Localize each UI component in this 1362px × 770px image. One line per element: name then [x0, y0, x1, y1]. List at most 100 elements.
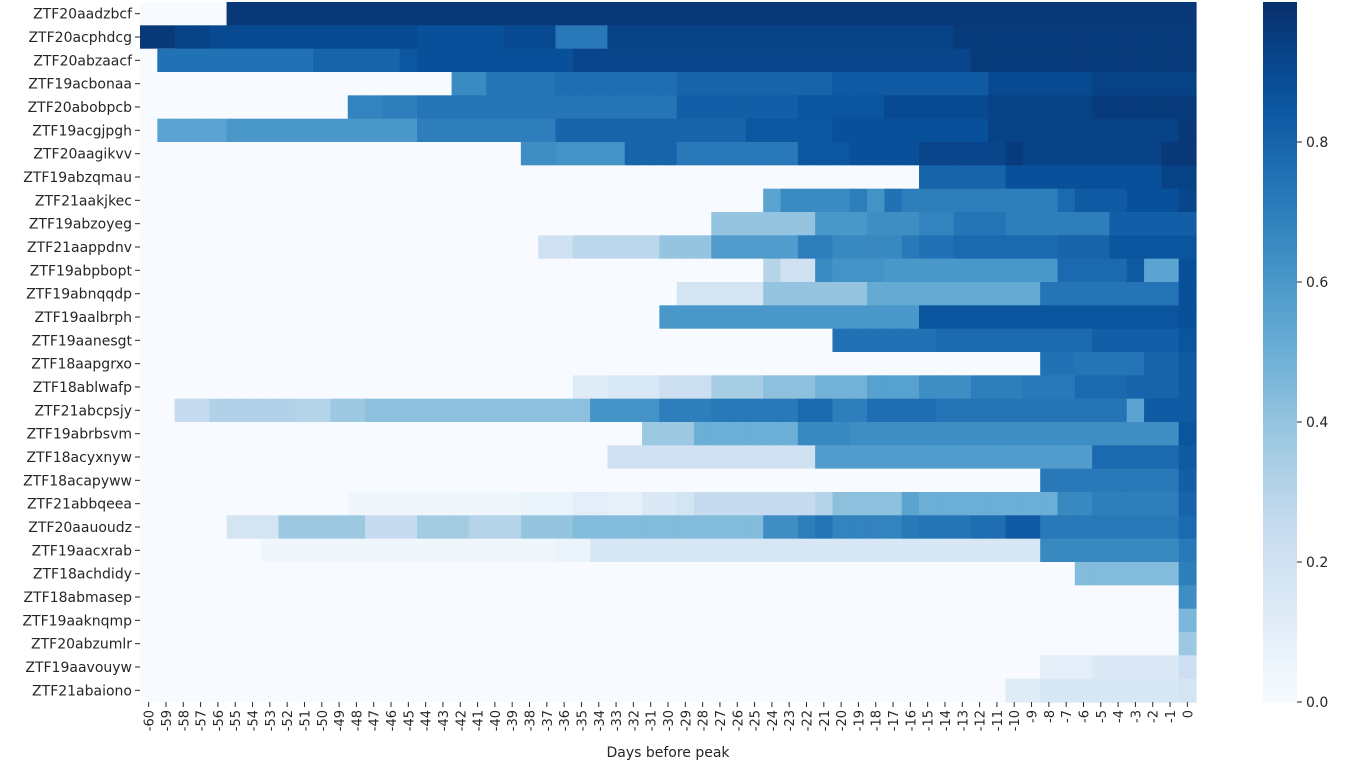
heatmap-cell — [797, 282, 816, 306]
heatmap-cell — [330, 562, 349, 586]
heatmap-cell — [988, 678, 1007, 703]
heatmap-cell — [313, 515, 332, 540]
heatmap-cell — [590, 282, 609, 306]
heatmap-cell — [278, 422, 297, 446]
heatmap-cell — [451, 25, 470, 50]
heatmap-cell — [659, 165, 678, 190]
heatmap-cell — [1144, 188, 1162, 213]
heatmap-cell — [399, 25, 418, 50]
heatmap-cell — [970, 258, 989, 283]
heatmap-cell — [970, 468, 989, 493]
heatmap-cell — [745, 328, 764, 353]
heatmap-cell — [624, 72, 643, 96]
heatmap-cell — [572, 212, 591, 236]
x-tick-label: -56 — [212, 710, 227, 731]
heatmap-cell — [728, 445, 747, 470]
heatmap-cell — [676, 655, 695, 680]
heatmap-cell — [624, 142, 643, 166]
heatmap-cell — [295, 235, 314, 260]
x-tick-label: -52 — [281, 710, 296, 731]
heatmap-cell — [503, 258, 522, 283]
heatmap-cell — [867, 328, 885, 353]
heatmap-cell — [434, 25, 453, 50]
heatmap-cell — [226, 375, 245, 400]
heatmap-cell — [763, 445, 782, 470]
heatmap-cell — [140, 655, 158, 680]
heatmap-cell — [1144, 422, 1162, 446]
heatmap-cell — [988, 445, 1007, 470]
heatmap-cell — [347, 142, 366, 166]
heatmap-cell — [1040, 492, 1059, 516]
heatmap-cell — [607, 258, 626, 283]
heatmap-cell — [642, 72, 660, 96]
heatmap-cell — [555, 282, 574, 306]
heatmap-cell — [468, 235, 487, 260]
heatmap-cell — [140, 212, 158, 236]
heatmap-cell — [711, 282, 730, 306]
heatmap-cell — [226, 25, 245, 50]
heatmap-cell — [1092, 562, 1111, 586]
heatmap-cell — [261, 608, 280, 633]
heatmap-cell — [1144, 492, 1162, 516]
heatmap-cell — [451, 142, 470, 166]
heatmap-cell — [1040, 188, 1059, 213]
heatmap-cell — [884, 608, 903, 633]
x-tick-label: -31 — [645, 710, 660, 731]
heatmap-cell — [1022, 585, 1041, 610]
heatmap-cell — [745, 235, 764, 260]
heatmap-cell — [970, 608, 989, 633]
heatmap-cell — [416, 72, 435, 96]
heatmap-cell — [849, 585, 868, 610]
heatmap-cell — [538, 655, 557, 680]
heatmap-cell — [538, 212, 557, 236]
heatmap-cell — [1022, 48, 1041, 73]
heatmap-cell — [607, 165, 626, 190]
heatmap-cell — [590, 538, 609, 563]
heatmap-cell — [919, 632, 937, 656]
heatmap-cell — [659, 235, 678, 260]
heatmap-cell — [209, 305, 228, 330]
heatmap-cell — [365, 632, 383, 656]
heatmap-cell — [226, 48, 245, 73]
heatmap-cell — [936, 2, 955, 26]
heatmap-cell — [399, 375, 418, 400]
heatmap-cell — [451, 398, 470, 423]
heatmap-cell — [416, 25, 435, 50]
heatmap-cell — [416, 165, 435, 190]
heatmap-cell — [191, 608, 210, 633]
heatmap-cell — [936, 492, 955, 516]
heatmap-cell — [243, 468, 262, 493]
heatmap-cell — [1040, 538, 1059, 563]
heatmap-cell — [174, 678, 193, 703]
heatmap-cell — [330, 282, 349, 306]
heatmap-cell — [209, 352, 228, 376]
heatmap-cell — [797, 562, 816, 586]
heatmap-cell — [832, 678, 851, 703]
heatmap-cell — [1057, 468, 1076, 493]
heatmap-cell — [243, 608, 262, 633]
heatmap-cell — [832, 608, 851, 633]
heatmap-cell — [642, 398, 660, 423]
heatmap-cell — [624, 235, 643, 260]
heatmap-cell — [953, 492, 972, 516]
heatmap-cell — [399, 562, 418, 586]
heatmap-cell — [347, 25, 366, 50]
heatmap-cell — [676, 375, 695, 400]
heatmap-cell — [780, 678, 799, 703]
heatmap-cell — [191, 492, 210, 516]
heatmap-cell — [347, 585, 366, 610]
heatmap-cell — [191, 305, 210, 330]
heatmap-cell — [1178, 328, 1197, 353]
heatmap-cell — [780, 142, 799, 166]
heatmap-cell — [815, 212, 834, 236]
heatmap-cell — [763, 538, 782, 563]
heatmap-cell — [243, 165, 262, 190]
heatmap-cell — [243, 188, 262, 213]
heatmap-cell — [486, 538, 505, 563]
x-tick-label: -19 — [852, 710, 867, 731]
heatmap-cell — [1161, 25, 1180, 50]
heatmap-cell — [347, 48, 366, 73]
heatmap-cell — [399, 515, 418, 540]
heatmap-cell — [399, 678, 418, 703]
heatmap-cell — [780, 608, 799, 633]
